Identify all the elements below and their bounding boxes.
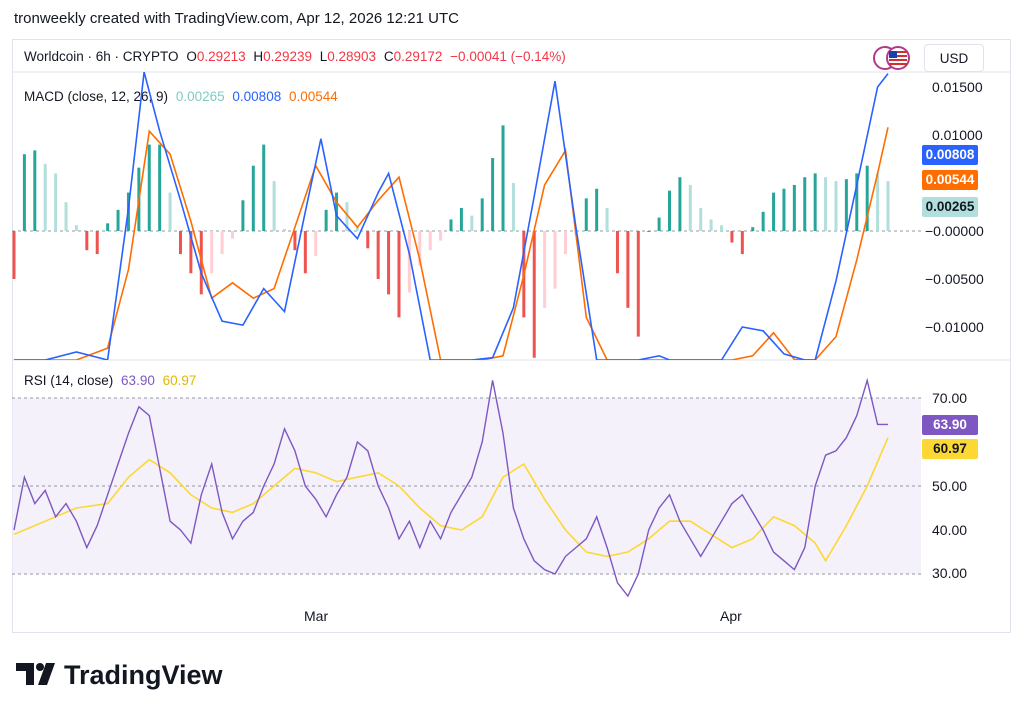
close-value: 0.29172 xyxy=(393,49,443,64)
rsi-legend: RSI (14, close) 63.90 60.97 xyxy=(24,373,200,388)
macd-legend: MACD (close, 12, 26, 9) 0.00265 0.00808 … xyxy=(24,89,342,104)
macd-tick-0: 0.01500 xyxy=(932,79,983,95)
macd-tick-2: −0.00000 xyxy=(925,223,984,239)
rsi-line-badge: 63.90 xyxy=(922,415,978,435)
tradingview-logo: TradingView xyxy=(14,655,234,695)
change-value: −0.00041 (−0.14%) xyxy=(450,49,566,64)
rsi-line-value: 63.90 xyxy=(121,373,155,388)
rsi-tick-30: 30.00 xyxy=(932,565,968,581)
macd-tick-3: −0.00500 xyxy=(925,271,984,287)
macd-line-value: 0.00808 xyxy=(232,89,282,104)
open-value: 0.29213 xyxy=(196,49,246,64)
low-label: L xyxy=(319,49,328,64)
macd-tick-4: −0.01000 xyxy=(925,319,984,335)
macd-hist-badge: 0.00265 xyxy=(922,197,978,217)
rsi-legend-title[interactable]: RSI (14, close) xyxy=(24,373,114,388)
macd-signal-value: 0.00544 xyxy=(288,89,338,104)
chart-frame xyxy=(12,39,1011,633)
time-label-apr: Apr xyxy=(720,608,742,624)
rsi-ma-value: 60.97 xyxy=(162,373,197,388)
macd-line-badge: 0.00808 xyxy=(922,145,978,165)
open-label: O xyxy=(186,49,197,64)
macd-tick-1: 0.01000 xyxy=(932,127,983,143)
high-value: 0.29239 xyxy=(263,49,312,64)
currency-button[interactable]: USD xyxy=(924,44,984,72)
chart-caption: tronweekly created with TradingView.com,… xyxy=(14,10,459,27)
currency-flags-icon[interactable] xyxy=(872,45,920,71)
time-label-mar: Mar xyxy=(304,608,329,624)
low-value: 0.28903 xyxy=(327,49,377,64)
rsi-ma-badge: 60.97 xyxy=(922,439,978,459)
symbol-legend: Worldcoin · 6h · CRYPTO O0.29213 H0.2923… xyxy=(24,49,570,64)
close-label: C xyxy=(383,49,394,64)
macd-hist-value: 0.00265 xyxy=(175,89,225,104)
rsi-tick-40: 40.00 xyxy=(932,522,968,538)
symbol-name[interactable]: Worldcoin · 6h · CRYPTO xyxy=(24,49,179,64)
high-label: H xyxy=(253,49,264,64)
rsi-tick-70: 70.00 xyxy=(932,390,968,406)
rsi-tick-50: 50.00 xyxy=(932,478,968,494)
macd-legend-title[interactable]: MACD (close, 12, 26, 9) xyxy=(24,89,169,104)
brand-name: TradingView xyxy=(64,660,224,690)
macd-signal-badge: 0.00544 xyxy=(922,170,978,190)
